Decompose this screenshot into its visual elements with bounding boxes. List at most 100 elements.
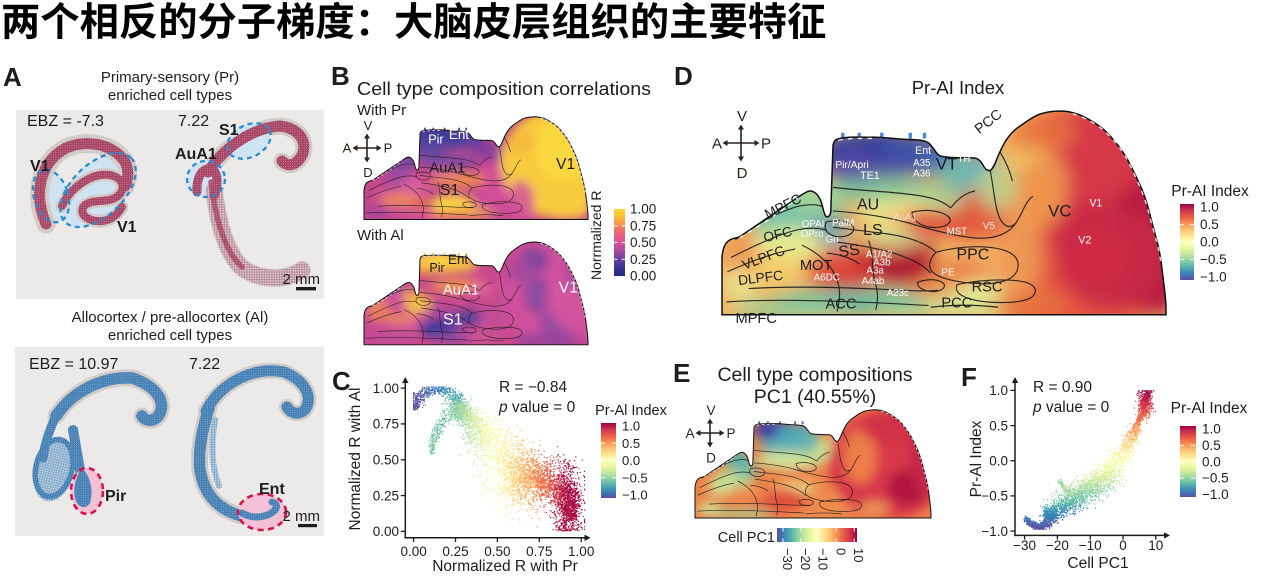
svg-text:E: E <box>673 358 690 388</box>
svg-text:0.0: 0.0 <box>989 453 1008 468</box>
svg-text:1.00: 1.00 <box>373 381 399 396</box>
svg-text:1.00: 1.00 <box>568 544 594 559</box>
svg-text:A1/A2: A1/A2 <box>866 250 893 261</box>
svg-text:AuA1: AuA1 <box>175 146 217 163</box>
svg-text:V: V <box>706 403 715 418</box>
svg-text:A6DC: A6DC <box>814 273 840 284</box>
svg-text:0.50: 0.50 <box>373 452 399 467</box>
svg-text:TE1: TE1 <box>860 170 880 182</box>
svg-text:OFC: OFC <box>762 224 794 246</box>
svg-text:A: A <box>685 426 694 441</box>
svg-text:RSC: RSC <box>972 279 1003 295</box>
svg-text:p value = 0: p value = 0 <box>1032 399 1110 416</box>
svg-text:0.00: 0.00 <box>373 524 399 539</box>
svg-text:PCC: PCC <box>972 107 1005 138</box>
svg-text:V1: V1 <box>556 156 575 173</box>
svg-text:V5: V5 <box>983 221 996 232</box>
svg-text:ACC: ACC <box>826 297 857 313</box>
svg-text:R = −0.84: R = −0.84 <box>499 379 567 396</box>
svg-text:Normalized R with Pr: Normalized R with Pr <box>432 558 578 575</box>
svg-text:OPAI: OPAI <box>802 219 825 230</box>
svg-text:Primary-sensory (Pr): Primary-sensory (Pr) <box>101 69 239 86</box>
svg-text:AuA1: AuA1 <box>893 213 917 224</box>
svg-text:DLPFC: DLPFC <box>737 268 784 288</box>
svg-text:0.75: 0.75 <box>373 417 399 432</box>
svg-text:PCC: PCC <box>941 296 972 312</box>
svg-text:Cell type composition correlat: Cell type composition correlations <box>357 79 651 99</box>
svg-text:V1: V1 <box>559 279 578 296</box>
svg-text:−30: −30 <box>780 548 795 570</box>
svg-text:PalM: PalM <box>832 218 854 229</box>
svg-text:A3a: A3a <box>867 266 885 277</box>
svg-text:−10: −10 <box>1079 538 1102 553</box>
svg-text:AU: AU <box>857 197 879 214</box>
svg-text:10: 10 <box>851 548 866 562</box>
svg-text:Pir: Pir <box>105 488 126 505</box>
svg-text:Ent: Ent <box>915 145 931 157</box>
svg-text:p value = 0: p value = 0 <box>498 399 576 416</box>
svg-text:−1.0: −1.0 <box>622 488 648 503</box>
svg-text:D: D <box>706 451 716 466</box>
svg-text:0.5: 0.5 <box>622 436 640 451</box>
svg-text:A36: A36 <box>913 168 930 179</box>
svg-text:−1.0: −1.0 <box>1202 487 1229 502</box>
svg-text:B: B <box>331 61 350 91</box>
svg-text:7.22: 7.22 <box>178 113 209 130</box>
svg-text:Allocortex / pre-allocortex (A: Allocortex / pre-allocortex (Al) <box>72 309 269 326</box>
svg-text:Pr-Al Index: Pr-Al Index <box>1171 400 1248 417</box>
svg-text:Pr-AI Index: Pr-AI Index <box>912 77 1005 98</box>
svg-text:Ent: Ent <box>259 481 285 498</box>
svg-text:SS: SS <box>838 241 861 261</box>
svg-text:TH: TH <box>957 154 970 165</box>
svg-text:With Al: With Al <box>357 227 404 244</box>
svg-text:Norrmalized R: Norrmalized R <box>588 191 604 280</box>
svg-text:−20: −20 <box>798 548 813 570</box>
svg-text:MOT: MOT <box>800 258 833 274</box>
svg-text:C: C <box>332 366 351 396</box>
svg-text:Pir: Pir <box>429 261 444 275</box>
svg-text:0.50: 0.50 <box>630 235 656 250</box>
svg-text:A: A <box>343 141 352 156</box>
svg-text:0.25: 0.25 <box>630 252 656 267</box>
svg-text:0.25: 0.25 <box>442 544 468 559</box>
svg-text:LS: LS <box>863 222 883 239</box>
svg-text:OPro: OPro <box>801 229 824 240</box>
svg-text:R = 0.90: R = 0.90 <box>1033 379 1092 396</box>
svg-text:−0.5: −0.5 <box>622 470 648 485</box>
svg-text:1.0: 1.0 <box>622 419 640 434</box>
svg-text:P: P <box>726 426 735 441</box>
svg-text:1.0: 1.0 <box>1202 422 1221 437</box>
svg-text:−0.5: −0.5 <box>1200 252 1227 267</box>
svg-text:AuA1: AuA1 <box>429 161 465 177</box>
svg-text:1.0: 1.0 <box>989 383 1008 398</box>
svg-text:EBZ = -7.3: EBZ = -7.3 <box>27 113 104 130</box>
svg-text:Pir/Apri: Pir/Apri <box>835 160 868 171</box>
svg-text:MST: MST <box>947 226 968 237</box>
svg-text:0.0: 0.0 <box>1200 235 1219 250</box>
svg-text:−30: −30 <box>1013 538 1036 553</box>
svg-text:7.22: 7.22 <box>189 356 220 373</box>
svg-text:10: 10 <box>1148 538 1163 553</box>
svg-text:V: V <box>737 108 747 125</box>
svg-text:2 mm: 2 mm <box>283 508 321 525</box>
svg-text:EBZ = 10.97: EBZ = 10.97 <box>29 356 118 373</box>
svg-text:Cell PC1: Cell PC1 <box>718 530 775 546</box>
svg-text:−0.5: −0.5 <box>1202 471 1229 486</box>
svg-text:P: P <box>761 135 771 152</box>
svg-text:A4ab: A4ab <box>862 276 885 287</box>
svg-text:AuA1: AuA1 <box>443 282 479 298</box>
svg-text:−10: −10 <box>816 548 831 570</box>
svg-text:A: A <box>712 135 722 152</box>
svg-text:Cell type compositions: Cell type compositions <box>717 364 912 386</box>
svg-text:0.50: 0.50 <box>484 544 510 559</box>
svg-text:0.0: 0.0 <box>1202 454 1221 469</box>
svg-text:0.75: 0.75 <box>526 544 552 559</box>
svg-text:1.00: 1.00 <box>630 202 656 217</box>
svg-text:0.5: 0.5 <box>1200 217 1219 232</box>
svg-text:−1.0: −1.0 <box>981 524 1008 539</box>
svg-text:S1: S1 <box>219 122 239 139</box>
svg-text:1.0: 1.0 <box>1200 200 1219 215</box>
svg-text:A: A <box>3 62 22 92</box>
svg-text:Normalized R with Al: Normalized R with Al <box>347 388 364 531</box>
svg-text:0: 0 <box>1119 538 1127 553</box>
